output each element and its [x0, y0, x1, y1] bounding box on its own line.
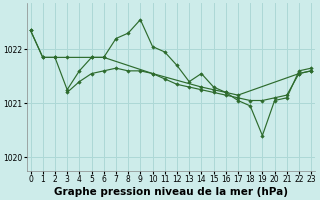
X-axis label: Graphe pression niveau de la mer (hPa): Graphe pression niveau de la mer (hPa): [54, 187, 288, 197]
